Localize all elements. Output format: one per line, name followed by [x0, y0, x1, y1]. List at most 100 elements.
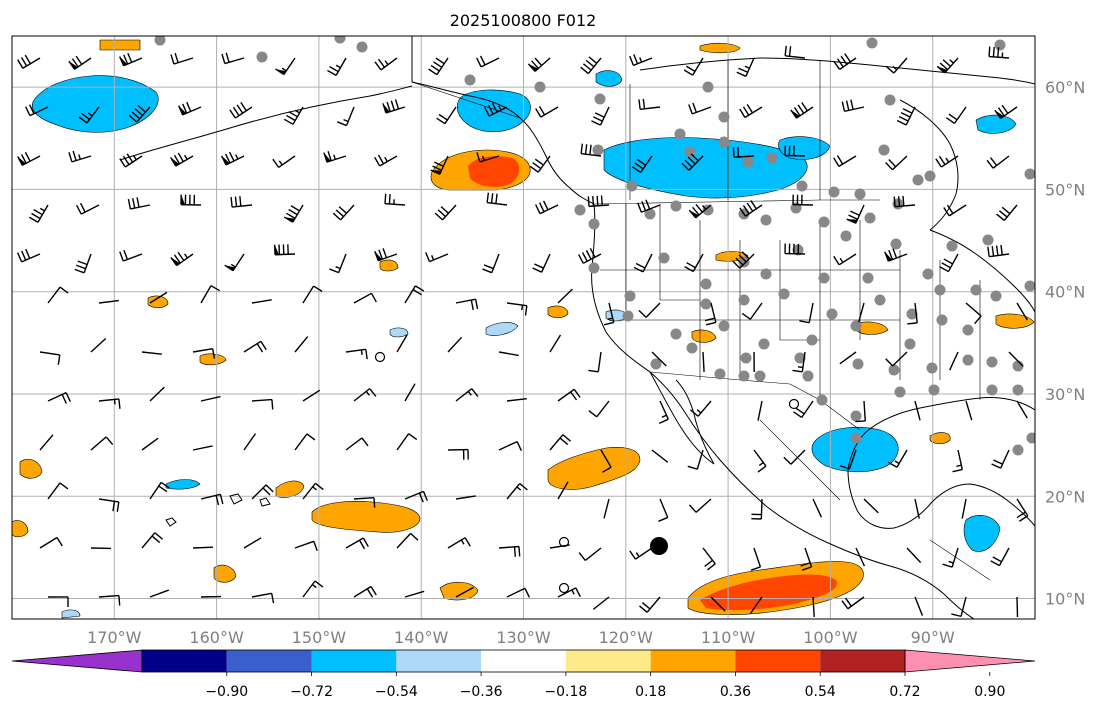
wind-barb [863, 498, 879, 514]
latitude-label: 50°N [1045, 180, 1085, 199]
wind-barb [455, 586, 474, 598]
station-marker [758, 338, 770, 350]
wind-barb [833, 155, 857, 167]
wind-barb [374, 154, 398, 167]
wind-barb [732, 146, 755, 158]
station-marker [962, 354, 974, 366]
longitude-labels: 170°W 160°W 150°W 140°W 130°W 120°W 110°W 100°W… [87, 628, 955, 647]
wind-barb [39, 434, 54, 451]
anomaly-positive-small-6 [147, 295, 169, 309]
wind-barb [736, 57, 755, 77]
wind-barb [896, 106, 916, 126]
wind-barb [47, 482, 69, 500]
wind-barb [658, 498, 669, 522]
wind-barb [447, 537, 471, 549]
station-marker [670, 200, 682, 212]
wind-barb [200, 493, 224, 506]
station-marker [990, 290, 1002, 302]
wind-barb [251, 592, 275, 604]
station-marker [1024, 280, 1035, 292]
wind-barb [557, 288, 573, 304]
wind-barb [603, 302, 615, 326]
wind-barb [404, 490, 428, 503]
calm-wind-marker [788, 398, 800, 410]
wind-barb [47, 392, 71, 404]
wind-barb [302, 389, 321, 402]
anomaly-positive-small-2 [213, 564, 237, 583]
station-marker [760, 268, 772, 280]
station-marker [738, 256, 750, 268]
wind-barb [251, 484, 274, 500]
station-marker [1026, 432, 1035, 444]
latitude-label: 20°N [1045, 487, 1085, 506]
latitude-label: 60°N [1045, 78, 1085, 97]
wind-barb [39, 536, 63, 549]
colorbar-tick-label: 0.90 [974, 684, 1005, 700]
wind-barb [1016, 400, 1028, 419]
wind-barb [578, 247, 602, 264]
longitude-label: 130°W [496, 628, 551, 647]
station-marker [594, 93, 606, 105]
wind-barb [396, 433, 418, 451]
station-marker [718, 320, 730, 332]
wind-barb [455, 298, 479, 310]
anomaly-negative-canada-east [778, 136, 831, 160]
wind-barb [812, 498, 823, 518]
wind-barb [332, 204, 355, 221]
anomaly-positive-small-5 [547, 305, 569, 319]
wind-barb [336, 106, 355, 127]
wind-barb [783, 449, 806, 465]
wind-barb [224, 253, 245, 272]
wind-barb [885, 351, 908, 367]
latitude-label: 30°N [1045, 385, 1085, 404]
wind-barb [486, 192, 508, 206]
station-marker [806, 334, 818, 346]
wind-barb [688, 498, 712, 513]
wind-barb [506, 397, 527, 402]
coastline-canada-arctic [639, 57, 1035, 85]
station-marker [766, 152, 778, 164]
wind-barb [557, 481, 569, 500]
wind-barb [229, 102, 253, 119]
wind-barb [855, 400, 866, 423]
colorbar-tick-label: 0.36 [720, 684, 751, 700]
border-us-mexico [649, 371, 861, 431]
anomaly-negative-light-4 [61, 609, 81, 619]
station-marker [700, 298, 712, 310]
wind-barb [127, 197, 151, 210]
wind-barb [149, 481, 170, 500]
wind-barb [914, 498, 920, 519]
wind-barb [506, 482, 528, 500]
colorbar-tick-label: 0.54 [805, 684, 836, 700]
station-marker [862, 272, 874, 284]
anomaly-negative-light-1 [485, 322, 519, 336]
station-marker [962, 324, 974, 336]
wind-barb [272, 155, 296, 168]
station-marker [1012, 444, 1024, 456]
wind-barb [939, 253, 959, 273]
wind-barb [799, 302, 814, 324]
wind-barb [784, 45, 806, 59]
wind-barb [757, 400, 763, 421]
wind-barb [689, 400, 712, 417]
wind-barb [639, 596, 661, 613]
wind-barb [961, 498, 967, 519]
coastline-aleutian-chain [119, 85, 413, 161]
wind-barb [990, 547, 1010, 567]
anomaly-strong-gulf-alaska [468, 156, 520, 187]
longitude-label: 90°W [911, 628, 955, 647]
anomaly-positive-small-3 [855, 321, 889, 335]
wind-barb [588, 351, 602, 373]
wind-barb [633, 253, 653, 273]
wind-barb [76, 202, 100, 215]
station-marker [624, 290, 636, 302]
wind-barb [447, 336, 463, 353]
station-marker [622, 310, 634, 322]
wind-barb [251, 299, 272, 304]
station-marker [818, 216, 830, 228]
anomaly-negative-canada [603, 137, 808, 199]
wind-barb [455, 495, 476, 500]
wind-barb [506, 302, 528, 316]
wind-barb [906, 547, 922, 564]
